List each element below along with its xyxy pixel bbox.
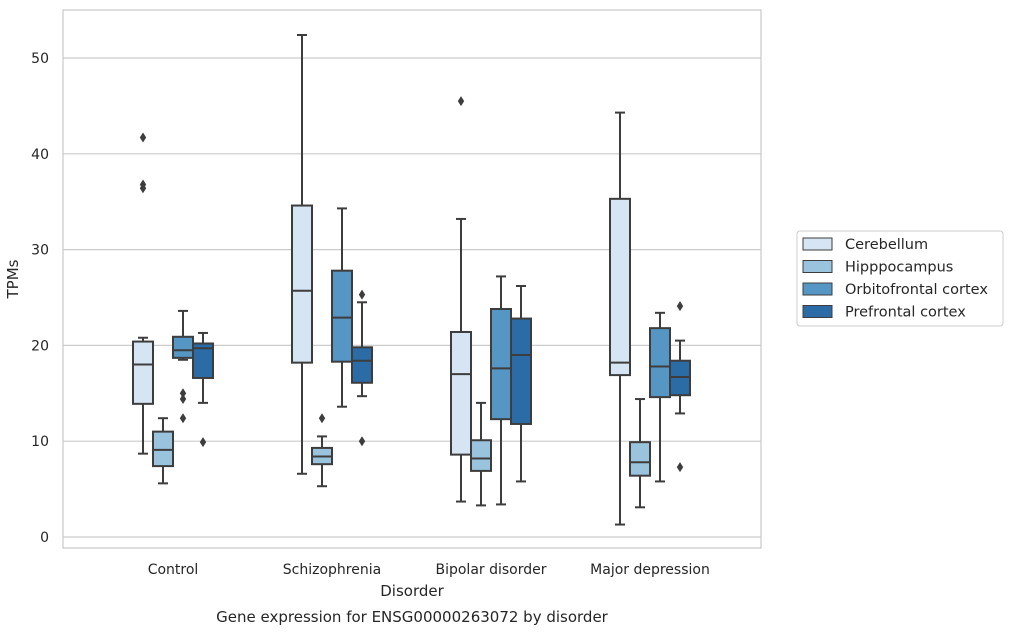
box-orbitofrontal-cortex — [331, 207, 353, 408]
y-tick-label: 20 — [31, 338, 49, 354]
box-cerebellum — [291, 34, 313, 475]
x-tick-label: Bipolar disorder — [435, 562, 546, 578]
y-tick-label: 30 — [31, 243, 49, 259]
x-tick-labels: Control Schizophrenia Bipolar disorder Majo… — [148, 562, 710, 578]
x-tick-label: Control — [148, 562, 199, 578]
y-tick-label: 0 — [40, 530, 49, 546]
box-iqr — [609, 197, 631, 377]
legend-label: Prefrontal cortex — [845, 305, 966, 321]
outlier-point — [139, 183, 147, 194]
outlier-point — [358, 289, 366, 300]
box-iqr — [331, 269, 353, 363]
y-tick-label: 50 — [31, 51, 49, 67]
outlier-point — [457, 96, 465, 107]
chart-caption: Gene expression for ENSG00000263072 by d… — [216, 608, 609, 626]
outlier-point — [318, 413, 326, 424]
outlier-point — [358, 436, 366, 447]
box-iqr — [510, 317, 532, 425]
box-prefrontal-cortex — [510, 285, 532, 483]
plot-area-frame — [62, 9, 762, 549]
box-series — [132, 34, 691, 526]
box-iqr — [470, 439, 492, 472]
legend-swatch — [802, 260, 833, 273]
legend-label: Hipppocampus — [845, 260, 953, 276]
box-orbitofrontal-cortex — [490, 275, 512, 506]
box-iqr — [649, 327, 671, 399]
box-hipppocampus — [152, 417, 174, 485]
box-cerebellum — [132, 132, 154, 455]
legend-label: Orbitofrontal cortex — [845, 282, 988, 298]
y-axis-label: TPMs — [4, 259, 22, 299]
box-iqr — [629, 441, 651, 477]
box-iqr — [192, 342, 214, 379]
box-orbitofrontal-cortex — [649, 311, 671, 483]
box-hipppocampus — [311, 413, 333, 488]
box-cerebellum — [609, 111, 631, 526]
outlier-point — [676, 462, 684, 473]
box-prefrontal-cortex — [351, 289, 373, 447]
outlier-point — [179, 394, 187, 405]
outlier-point — [179, 388, 187, 399]
legend-swatch — [802, 282, 833, 296]
x-tick-label: Major depression — [590, 562, 710, 578]
box-prefrontal-cortex — [669, 301, 691, 473]
box-orbitofrontal-cortex — [172, 309, 194, 424]
box-iqr — [132, 340, 154, 405]
outlier-point — [179, 413, 187, 424]
legend-frame — [796, 230, 1004, 327]
y-tick-label: 40 — [31, 147, 49, 163]
y-tick-label: 10 — [31, 434, 49, 450]
x-axis-label: Disorder — [380, 582, 444, 600]
legend-swatch — [802, 305, 833, 318]
outlier-point — [199, 437, 207, 448]
box-hipppocampus — [629, 398, 651, 509]
box-cerebellum — [450, 96, 472, 503]
box-iqr — [490, 307, 512, 421]
outlier-point — [139, 132, 147, 143]
x-tick-label: Schizophrenia — [283, 562, 381, 578]
legend: Cerebellum Hipppocampus Orbitofrontal cort… — [796, 230, 1004, 327]
y-tick-labels: 0 10 20 30 40 50 — [31, 51, 49, 546]
box-iqr — [351, 346, 373, 384]
legend-label: Cerebellum — [845, 237, 928, 253]
box-iqr — [172, 335, 194, 359]
box-iqr — [291, 204, 313, 364]
box-hipppocampus — [470, 401, 492, 507]
outlier-point — [676, 301, 684, 312]
legend-swatch — [802, 237, 833, 251]
box-iqr — [450, 330, 472, 456]
box-prefrontal-cortex — [192, 331, 214, 448]
